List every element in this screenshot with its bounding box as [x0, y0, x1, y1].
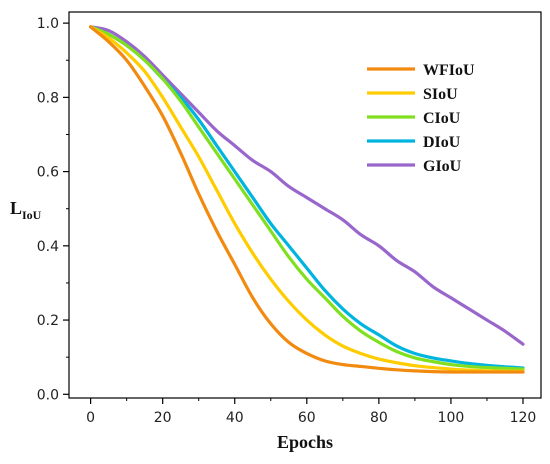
plot-lines [89, 25, 525, 374]
y-tick-label: 0.6 [37, 165, 59, 181]
x-tick-label: 40 [226, 410, 244, 426]
y-axis: 0.0 0.2 0.4 0.6 0.8 1.0 [37, 16, 69, 403]
legend: WFIoU SIoU CIoU DIoU GIoU [367, 62, 475, 175]
series-line-siou [89, 25, 525, 373]
legend-label-ciou: CIoU [423, 110, 461, 127]
x-tick-label: 120 [510, 410, 537, 426]
x-tick-label: 100 [438, 410, 465, 426]
x-axis-title: Epochs [277, 432, 333, 452]
y-tick-label: 0.8 [37, 90, 59, 106]
legend-label-wfiou: WFIoU [423, 62, 475, 79]
y-tick-label: 1.0 [37, 16, 59, 32]
y-tick-label: 0.4 [37, 239, 59, 255]
series-line-wfiou [89, 25, 525, 374]
legend-label-diou: DIoU [423, 134, 461, 151]
x-tick-label: 0 [86, 410, 95, 426]
plot-frame [68, 11, 542, 399]
x-tick-label: 60 [298, 410, 316, 426]
x-tick-label: 20 [154, 410, 172, 426]
series-line-ciou [89, 25, 525, 371]
y-tick-label: 0.2 [37, 313, 59, 329]
x-tick-label: 80 [370, 410, 388, 426]
y-tick-label: 0.0 [37, 387, 59, 403]
y-axis-title-main: L [10, 198, 22, 218]
series-line-giou [89, 25, 525, 346]
legend-label-siou: SIoU [423, 86, 458, 103]
y-axis-title: LIoU [10, 198, 42, 222]
legend-label-giou: GIoU [423, 158, 462, 175]
y-axis-title-subscript: IoU [22, 208, 42, 222]
x-axis: 0 20 40 60 80 100 120 [86, 398, 536, 426]
